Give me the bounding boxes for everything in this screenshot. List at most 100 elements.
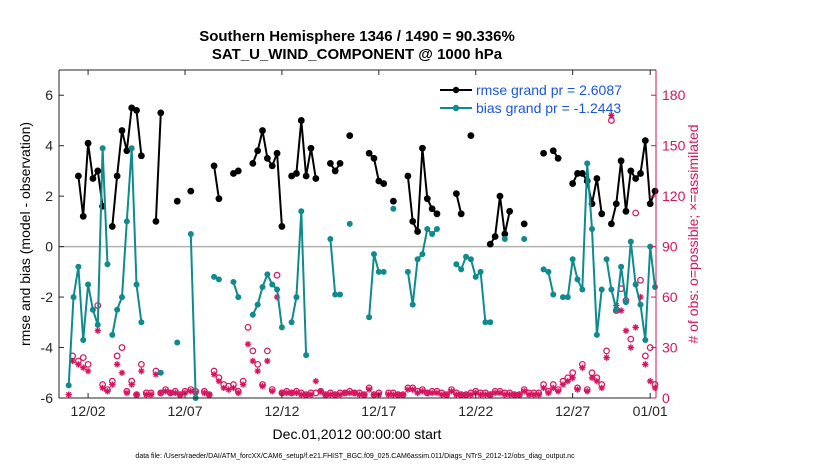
obs-assimilated-point [598, 384, 605, 392]
obs-assimilated-point [443, 391, 450, 398]
obs-assimilated-point [336, 391, 344, 398]
rmse-point [293, 170, 300, 177]
bias-point [65, 382, 72, 389]
obs-assimilated-point [113, 361, 121, 368]
obs-assimilated-point [588, 374, 596, 382]
obs-assimilated-point [467, 391, 475, 398]
bias-point [414, 256, 421, 263]
rmse-point [627, 167, 635, 175]
bias-point [652, 283, 659, 290]
bias-point [477, 268, 484, 275]
obs-assimilated-point [579, 364, 586, 371]
rmse-point [157, 109, 165, 117]
obs-assimilated-point [399, 391, 407, 398]
bias-point [458, 266, 465, 273]
rmse-point [641, 137, 649, 145]
obs-assimilated-point [332, 391, 339, 398]
bias-point [114, 306, 121, 313]
rmse-point [278, 223, 286, 230]
obs-assimilated-point [569, 374, 576, 382]
bias-point [109, 331, 116, 338]
obs-possible-point [263, 347, 271, 355]
bias-point [390, 205, 397, 212]
rmse-point [486, 240, 494, 248]
obs-assimilated-point [433, 389, 441, 397]
bias-point [569, 256, 576, 263]
y-tick-label: 6 [45, 87, 53, 103]
bias-point [337, 291, 344, 298]
obs-assimilated-point [540, 384, 547, 392]
y-tick-label: -6 [41, 390, 54, 406]
obs-possible-point [84, 360, 92, 368]
bias-point [99, 145, 106, 152]
bias-point [269, 281, 276, 288]
bias-point [70, 294, 77, 301]
bias-point [608, 286, 615, 293]
rmse-point [346, 132, 354, 140]
bias-point [264, 271, 271, 278]
obs-assimilated-point [351, 389, 358, 397]
plot-background [59, 70, 656, 398]
obs-assimilated-point [75, 361, 82, 368]
obs-possible-point [627, 335, 635, 343]
rmse-point [520, 220, 528, 228]
rmse-point [297, 117, 305, 124]
bias-point [187, 231, 194, 237]
bias-point [133, 281, 140, 288]
rmse-point [549, 147, 557, 155]
legend-rmse-label: rmse grand pr = 2.6087 [476, 82, 622, 98]
rmse-point [496, 192, 504, 200]
bias-point [453, 261, 460, 268]
rmse-point [569, 180, 577, 187]
obs-assimilated-point [622, 327, 630, 334]
bias-point [80, 336, 87, 343]
bias-point [327, 236, 334, 243]
rmse-point [646, 200, 654, 208]
bias-point [613, 306, 620, 313]
plot-area: 12/02 12/07 12/12 12/17 12/22 12/27 01/01 -6 -4 -… [41, 69, 686, 419]
y-tick-label: -4 [41, 340, 54, 356]
obs-assimilated-point [583, 388, 591, 395]
obs-possible-point [273, 271, 281, 279]
rmse-point [94, 167, 102, 175]
y-axis-label: rmse and bias (model - observation) [17, 122, 33, 346]
rmse-point [173, 197, 181, 205]
obs-assimilated-point [293, 389, 300, 397]
obs-assimilated-point [147, 391, 155, 398]
bias-point [249, 311, 256, 318]
bias-point [637, 301, 644, 308]
obs-assimilated-point [438, 391, 446, 398]
bias-point [632, 281, 639, 288]
bias-point [259, 283, 266, 290]
bias-point [346, 220, 353, 227]
bias-point [138, 319, 145, 326]
bias-point [467, 256, 474, 263]
obs-assimilated-point [496, 389, 504, 397]
chart-title: Southern Hemisphere 1346 / 1490 = 90.336… [199, 28, 515, 45]
obs-assimilated-point [593, 377, 601, 385]
bias-point [540, 266, 547, 273]
rmse-point [133, 106, 140, 114]
obs-assimilated-point [409, 386, 416, 393]
obs-possible-point [641, 352, 649, 360]
obs-assimilated-point [118, 369, 126, 376]
x-axis-label: Dec.01,2012 00:00:00 start [273, 426, 442, 442]
rmse-point [617, 157, 625, 165]
y-tick-label: 0 [45, 239, 53, 255]
rmse-point [326, 159, 334, 167]
rmse-point [370, 154, 378, 162]
bias-point [487, 319, 494, 326]
obs-assimilated-point [317, 388, 324, 395]
obs-possible-point [254, 360, 262, 368]
rmse-point [312, 175, 320, 182]
rmse-point [404, 172, 412, 180]
obs-assimilated-point [215, 377, 223, 385]
rmse-point [540, 149, 547, 157]
rmse-series-line [610, 140, 656, 225]
rmse-point [578, 170, 586, 177]
obs-assimilated-point [448, 388, 455, 395]
rmse-point [365, 149, 373, 157]
footnote: data file: /Users/raeder/DAI/ATM_forcXX/… [135, 453, 575, 460]
bias-point [627, 238, 634, 245]
